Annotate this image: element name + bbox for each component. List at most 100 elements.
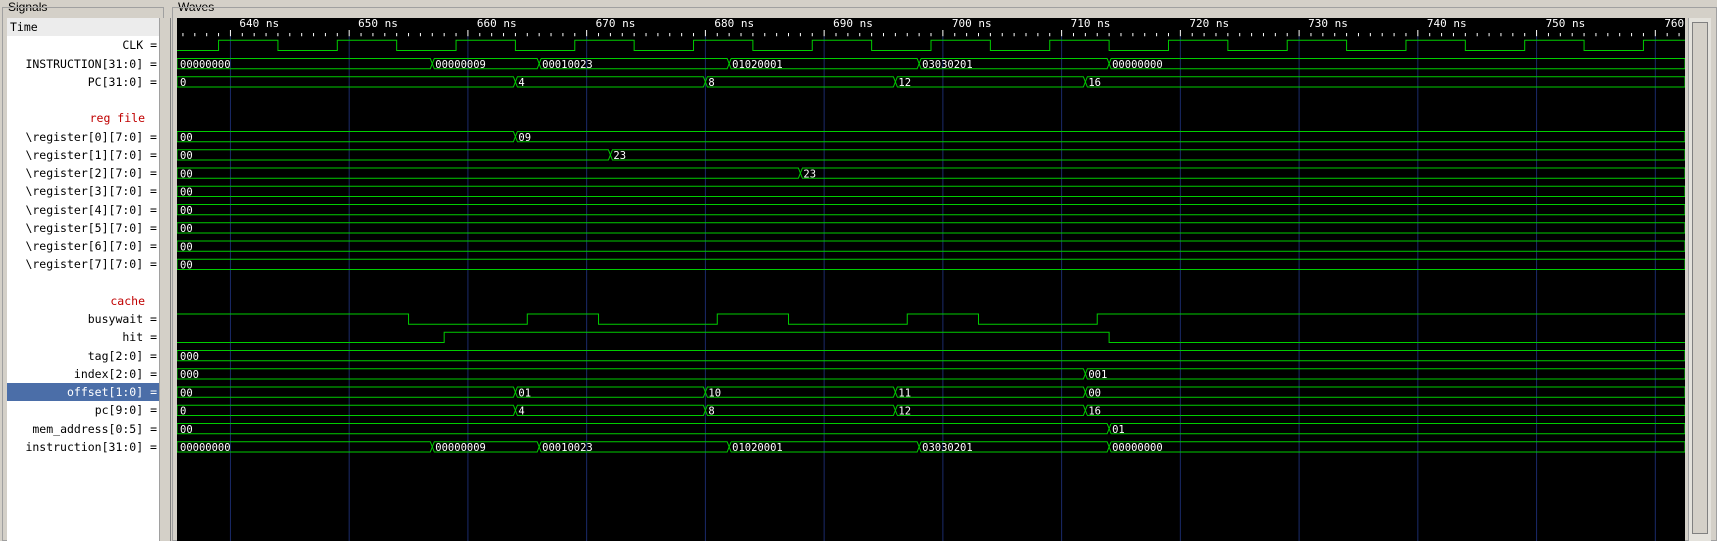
wave-pc-9-0-segment [514,404,706,416]
wave-register-0-7-0-value: 09 [518,132,531,144]
wave-register-4-7-0-value: 00 [180,205,193,217]
ruler-tick-label: 720 ns [1189,18,1229,30]
signal-row-mem-address-0-5[interactable]: mem_address[0:5] = [32,421,157,436]
signal-row-register-6-7-0[interactable]: \register[6][7:0] = [25,239,157,253]
wave-pc-9-0-segment [704,404,896,416]
wave-pc-9-0-value: 8 [708,406,714,418]
panel-splitter[interactable] [159,18,171,541]
signal-row-pc-9-0[interactable]: pc[9:0] = [94,403,157,418]
signal-row-register-4-7-0[interactable]: \register[4][7:0] = [25,202,157,217]
wave-pc-31-0-segment [514,76,706,88]
signal-row-blank [7,91,159,109]
wave-register-2-7-0-value: 00 [180,168,193,180]
wave-index-2-0-value: 001 [1088,369,1107,381]
wave-register-2-7-0-segment [177,167,801,179]
signal-row-reg-file: reg file [89,111,145,126]
wave-pc-31-0-value: 16 [1088,77,1101,89]
ruler-tick-label: 690 ns [833,18,873,30]
wave-register-3-7-0-value: 00 [180,187,193,199]
wave-register-6-7-0-value: 00 [180,241,193,253]
signals-list[interactable]: Time CLK = INSTRUCTION[31:0] = PC[31:0] = re… [7,18,159,541]
signal-row-register-3-7-0[interactable]: \register[3][7:0] = [25,184,157,199]
signal-row-clk[interactable]: CLK = [122,38,157,53]
wave-register-1-7-0-value: 23 [613,150,626,162]
vertical-scrollbar[interactable] [1688,18,1711,541]
wave-register-5-7-0-value: 00 [180,223,193,235]
wave-pc-31-0-value: 8 [708,77,714,89]
wave-offset-1-0-value: 01 [518,387,531,399]
wave-index-2-0-segment [1084,368,1685,380]
wave-instruction-31-0-value: 01020001 [732,59,783,71]
wave-instruction-31-0-segment [1108,441,1685,453]
signal-row-instruction-31-0[interactable]: instruction[31:0] = [25,439,157,454]
wave-register-3-7-0-segment [177,185,1685,197]
signal-row-tag-2-0[interactable]: tag[2:0] = [87,348,157,363]
wave-register-7-7-0-value: 00 [180,260,193,272]
ruler-tick-label: 670 ns [596,18,636,30]
wave-pc-9-0-segment [1084,404,1685,416]
wave-instruction-31-0-value: 03030201 [922,59,973,71]
vertical-scrollbar-thumb[interactable] [1692,22,1708,534]
waveform-viewer[interactable]: 640 ns 650 ns 660 ns 670 ns 680 ns 690 ns 700 … [177,18,1685,541]
wave-instruction-31-0-value: 00010023 [542,59,593,71]
wave-instruction-31-0-segment [1108,58,1685,70]
wave-pc-31-0-value: 4 [518,77,524,89]
waveform-canvas: 640 ns 650 ns 660 ns 670 ns 680 ns 690 ns 700 … [177,18,1685,541]
signal-row-time: Time [7,18,159,37]
signal-row-hit[interactable]: hit = [122,330,157,345]
ruler-tick-label: 640 ns [239,18,279,30]
wave-pc-31-0-segment [704,76,896,88]
wave-mem-address-0-5-segment [177,423,1110,435]
wave-pc-31-0-segment [894,76,1086,88]
ruler-tick-label: 710 ns [1071,18,1111,30]
wave-instruction-31-0-value: 01020001 [732,442,783,454]
wave-offset-1-0-segment [894,386,1086,398]
wave-pc-31-0-segment [1084,76,1685,88]
wave-register-0-7-0-segment [177,131,516,143]
wave-mem-address-0-5-segment [1108,423,1685,435]
ruler-tick-label: 650 ns [358,18,398,30]
signal-row-register-7-7-0[interactable]: \register[7][7:0] = [25,257,157,272]
signal-row-index-2-0[interactable]: index[2:0] = [73,366,157,381]
wave-tag-2-0-value: 000 [180,351,199,363]
signal-row-offset-1-0[interactable]: offset[1:0] = [7,383,159,402]
ruler-tick-label: 680 ns [714,18,754,30]
signal-row-cache: cache [110,293,145,308]
wave-clk [177,39,1685,51]
signal-row-register-1-7-0[interactable]: \register[1][7:0] = [25,147,157,162]
signal-row-register-5-7-0[interactable]: \register[5][7:0] = [25,220,157,235]
wave-register-7-7-0-segment [177,258,1685,270]
wave-pc-9-0-value: 12 [898,406,911,418]
signal-row-register-0-7-0[interactable]: \register[0][7:0] = [25,129,157,144]
wave-instruction-31-0-value: 00000000 [180,442,231,454]
wave-offset-1-0-segment [704,386,896,398]
wave-instruction-31-0-value: 03030201 [922,442,973,454]
signal-row-register-2-7-0[interactable]: \register[2][7:0] = [25,166,157,180]
signal-row-pc-31-0[interactable]: PC[31:0] = [87,74,157,89]
ruler-tick-label: 740 ns [1427,18,1467,30]
wave-busywait [177,313,1685,325]
wave-pc-31-0-value: 12 [898,77,911,89]
wave-hit [177,331,1685,343]
wave-register-5-7-0-segment [177,222,1685,234]
signal-row-busywait[interactable]: busywait = [87,312,157,326]
wave-pc-9-0-value: 16 [1088,406,1101,418]
ruler-tick-label: 760 ns [1664,18,1685,30]
wave-mem-address-0-5-value: 01 [1112,424,1125,436]
wave-register-2-7-0-value: 23 [803,168,816,180]
wave-pc-9-0-value: 4 [518,406,524,418]
wave-pc-9-0-segment [177,404,516,416]
wave-index-2-0-segment [177,368,1086,380]
wave-register-1-7-0-segment [177,149,611,161]
wave-instruction-31-0-value: 00000000 [1112,59,1163,71]
signal-row-instruction-31-0[interactable]: INSTRUCTION[31:0] = [25,56,157,71]
wave-instruction-31-0-value: 00010023 [542,442,593,454]
wave-register-6-7-0-segment [177,240,1685,252]
ruler-tick-label: 660 ns [477,18,517,30]
wave-register-1-7-0-value: 00 [180,150,193,162]
wave-instruction-31-0-value: 00000009 [435,59,486,71]
wave-offset-1-0-segment [514,386,706,398]
ruler-tick-label: 700 ns [952,18,992,30]
signal-row-blank [7,274,159,292]
wave-offset-1-0-value: 00 [1088,387,1101,399]
